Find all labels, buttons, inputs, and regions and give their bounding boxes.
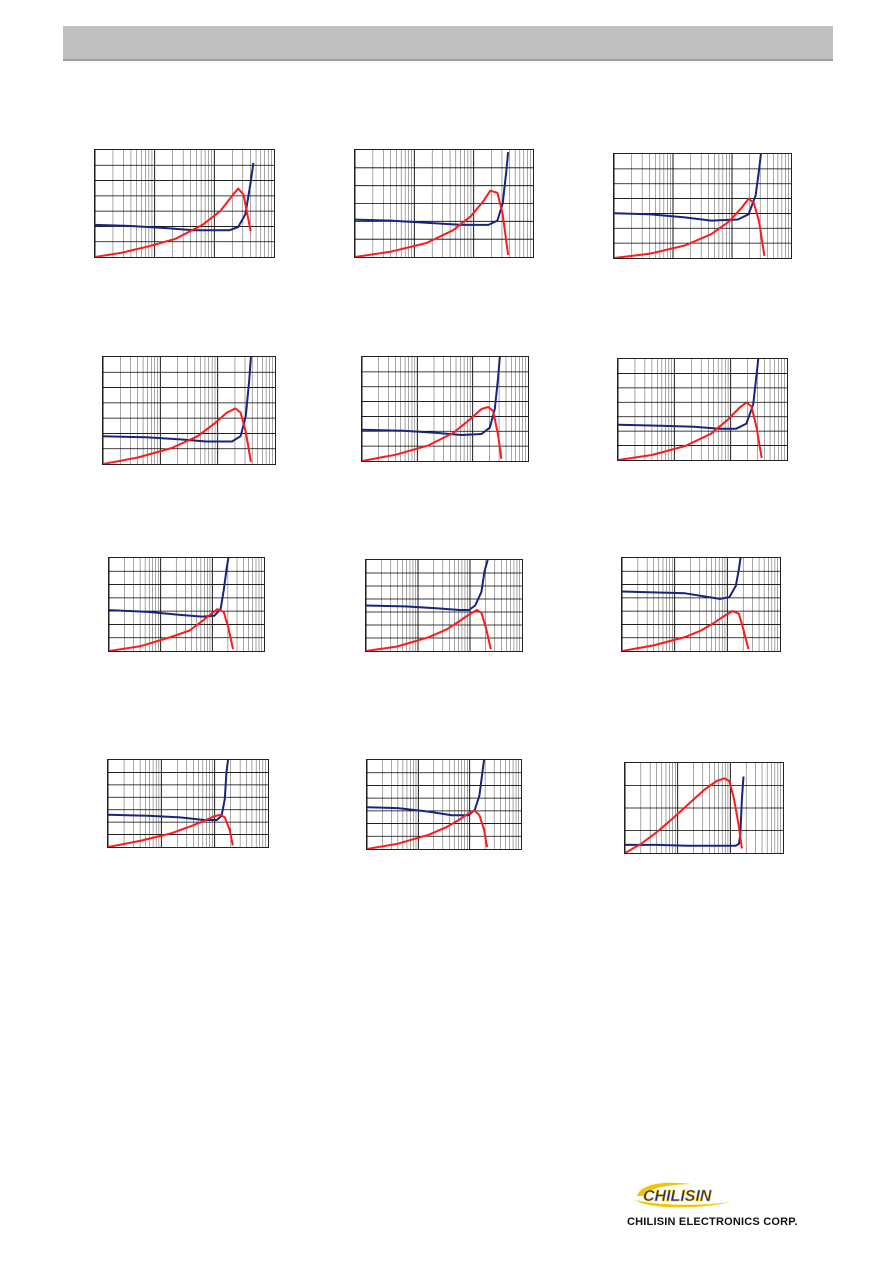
header-bar (63, 26, 833, 61)
chart-11-svg (367, 760, 521, 849)
chart-9 (621, 557, 781, 652)
impedance-curve (355, 152, 510, 226)
impedance-curve (367, 760, 485, 817)
chilisin-logo-mark: CHILISIN (635, 1182, 731, 1208)
chart-1 (94, 149, 275, 258)
horizontal-gridlines (108, 772, 268, 835)
q-curve (367, 809, 489, 849)
horizontal-gridlines (362, 371, 528, 447)
impedance-curve (362, 357, 501, 436)
vertical-gridlines (366, 560, 520, 651)
impedance-curve (109, 558, 230, 618)
impedance-curve (95, 162, 255, 232)
horizontal-gridlines (622, 570, 780, 639)
q-curve (103, 407, 252, 464)
chart-9-svg (622, 558, 780, 651)
q-curve (355, 189, 510, 257)
vertical-gridlines (362, 357, 526, 461)
chart-2 (354, 149, 534, 258)
vertical-gridlines (108, 760, 266, 847)
chart-5-svg (362, 357, 528, 461)
chart-3 (613, 153, 792, 259)
chart-12 (624, 762, 784, 854)
chart-10 (107, 759, 269, 848)
impedance-curve (614, 154, 762, 222)
q-curve (109, 608, 234, 651)
logo-swoosh-lower (635, 1200, 731, 1208)
chart-6-svg (618, 359, 787, 460)
chart-8 (365, 559, 523, 652)
q-curve (625, 777, 743, 853)
chart-4 (102, 356, 276, 465)
chart-2-svg (355, 150, 533, 257)
vertical-gridlines (109, 558, 262, 651)
horizontal-gridlines (367, 772, 521, 837)
impedance-curve (366, 560, 489, 611)
horizontal-gridlines (625, 785, 783, 831)
vertical-gridlines (622, 558, 778, 651)
logo-swoosh (637, 1182, 691, 1196)
chart-12-svg (625, 763, 783, 853)
horizontal-gridlines (366, 572, 522, 639)
chart-6 (617, 358, 788, 461)
impedance-curve (625, 776, 745, 847)
horizontal-gridlines (618, 373, 787, 446)
chart-5 (361, 356, 529, 462)
company-logo: CHILISIN CHILISIN ELECTRONICS CORP. (625, 1180, 825, 1240)
q-curve (362, 405, 503, 461)
chart-4-svg (103, 357, 275, 464)
impedance-curve (108, 760, 229, 821)
q-curve (622, 610, 750, 651)
chart-1-svg (95, 150, 274, 257)
vertical-gridlines (103, 357, 273, 464)
vertical-gridlines (95, 150, 272, 257)
impedance-curve (622, 558, 742, 600)
chart-7 (108, 557, 265, 652)
vertical-gridlines (614, 154, 789, 258)
horizontal-gridlines (614, 168, 791, 244)
logo-word: CHILISIN (643, 1188, 712, 1205)
chart-11 (366, 759, 522, 850)
horizontal-gridlines (109, 570, 264, 639)
q-curve (108, 813, 234, 847)
vertical-gridlines (367, 760, 519, 849)
q-curve (614, 197, 766, 258)
chart-7-svg (109, 558, 264, 651)
company-name: CHILISIN ELECTRONICS CORP. (627, 1216, 798, 1228)
q-curve (95, 187, 252, 257)
impedance-curve (618, 359, 760, 430)
q-curve (366, 609, 492, 651)
chart-10-svg (108, 760, 268, 847)
q-curve (618, 401, 763, 460)
chart-8-svg (366, 560, 522, 651)
chart-3-svg (614, 154, 791, 258)
impedance-curve (103, 357, 252, 443)
